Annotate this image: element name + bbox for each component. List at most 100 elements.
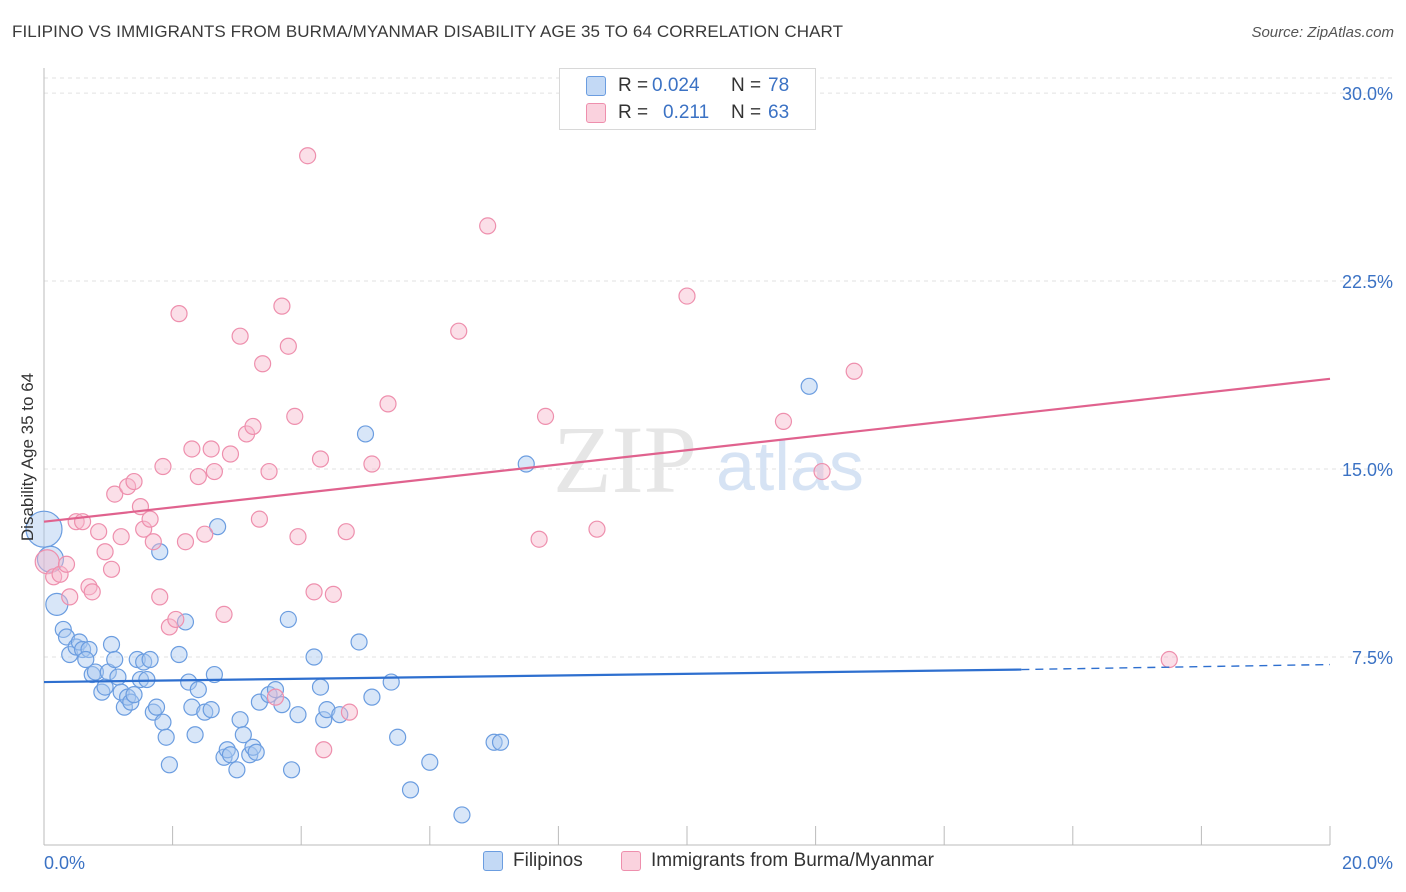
y-tick-label: 7.5% bbox=[1352, 648, 1393, 668]
filipino-point bbox=[189, 680, 207, 699]
axes bbox=[43, 68, 1331, 846]
burma-point bbox=[96, 543, 114, 561]
burma-trend-line bbox=[43, 377, 1331, 523]
filipino-point bbox=[315, 711, 333, 729]
n-label: N = bbox=[731, 75, 762, 96]
burma-point bbox=[205, 462, 223, 481]
burma-point bbox=[183, 440, 201, 458]
filipino-point bbox=[234, 726, 252, 744]
burma-point bbox=[1160, 650, 1178, 669]
filipino-point bbox=[318, 701, 336, 719]
filipino-point bbox=[279, 610, 297, 629]
filipino-point bbox=[305, 648, 323, 666]
filipino-point bbox=[151, 543, 169, 561]
burma-point bbox=[379, 395, 397, 413]
watermark-zip: ZIP bbox=[553, 406, 697, 513]
legend-label-filipinos: Filipinos bbox=[513, 850, 583, 871]
filipino-point bbox=[202, 701, 220, 719]
filipino-point bbox=[176, 613, 195, 631]
filipino-point bbox=[311, 678, 330, 696]
filipino-point bbox=[170, 645, 188, 664]
burma-point bbox=[254, 355, 272, 373]
x-tick-labels: 0.0% 20.0% bbox=[44, 853, 1393, 873]
filipino-point bbox=[218, 741, 236, 759]
filipino-point bbox=[73, 640, 92, 659]
x-tick-label: 0.0% bbox=[44, 853, 85, 873]
n-value: 63 bbox=[768, 102, 790, 123]
filipino-point bbox=[421, 753, 439, 771]
burma-point bbox=[221, 445, 240, 463]
burma-point bbox=[170, 305, 188, 323]
burma-point bbox=[112, 528, 130, 546]
burma-point bbox=[215, 605, 233, 624]
filipino-point bbox=[154, 713, 172, 731]
trend-lines bbox=[43, 377, 1331, 684]
y-axis-label: Disability Age 35 to 64 bbox=[18, 373, 37, 541]
filipino-point bbox=[491, 733, 510, 751]
n-value: 78 bbox=[768, 75, 790, 96]
burma-point bbox=[83, 583, 101, 601]
burma-point bbox=[167, 610, 185, 629]
filipino-point bbox=[183, 698, 201, 716]
burma-point bbox=[266, 688, 285, 706]
burma-point bbox=[189, 467, 207, 486]
filipino-point bbox=[109, 668, 127, 686]
r-label: R = bbox=[618, 75, 649, 96]
burma-point bbox=[774, 412, 793, 431]
legend-swatch-pink bbox=[586, 103, 606, 123]
correlation-legend: R = 0.024 N = 78 R = 0.211 N = 63 bbox=[559, 68, 816, 130]
burma-point bbox=[530, 530, 548, 548]
filipino-point bbox=[36, 545, 65, 573]
filipino-trend-extension bbox=[1021, 663, 1331, 671]
burma-point bbox=[845, 362, 863, 380]
filipino-point bbox=[131, 670, 150, 689]
filipino-point bbox=[389, 728, 407, 746]
legend-swatch-pink bbox=[621, 851, 641, 871]
legend-swatch-blue bbox=[586, 76, 606, 96]
grid-lines bbox=[44, 77, 1392, 658]
filipino-point bbox=[350, 633, 368, 651]
burma-point bbox=[363, 455, 381, 473]
watermark: ZIP atlas bbox=[553, 406, 864, 513]
legend-swatch-blue bbox=[483, 851, 503, 871]
filipino-point bbox=[453, 806, 471, 824]
filipino-point bbox=[157, 728, 175, 746]
burma-point bbox=[231, 327, 249, 345]
y-tick-labels: 7.5% 15.0% 22.5% 30.0% bbox=[1342, 84, 1393, 668]
filipino-point bbox=[401, 781, 420, 799]
burma-point bbox=[106, 485, 124, 503]
filipino-point bbox=[228, 761, 246, 779]
burma-point bbox=[260, 462, 278, 481]
filipino-point bbox=[209, 518, 227, 536]
burma-point bbox=[196, 525, 214, 543]
filipino-point bbox=[356, 425, 375, 443]
filipino-point bbox=[102, 635, 121, 654]
filipino-point bbox=[205, 665, 223, 684]
burma-point bbox=[102, 560, 121, 578]
burma-point bbox=[536, 407, 555, 425]
burma-point bbox=[144, 533, 162, 551]
burma-point bbox=[244, 417, 262, 436]
filipino-point bbox=[138, 670, 156, 689]
burma-point bbox=[90, 523, 108, 541]
burma-point bbox=[135, 520, 153, 538]
burma-point bbox=[57, 555, 76, 573]
burma-point bbox=[141, 510, 159, 528]
filipino-point bbox=[186, 726, 204, 744]
filipino-point bbox=[289, 706, 307, 724]
burma-point bbox=[289, 528, 307, 546]
burma-point bbox=[61, 588, 79, 606]
legend-label-burma: Immigrants from Burma/Myanmar bbox=[651, 850, 934, 871]
filipino-trend-line bbox=[43, 668, 1022, 684]
burma-point bbox=[311, 450, 330, 468]
watermark-atlas: atlas bbox=[716, 427, 864, 505]
y-tick-label: 30.0% bbox=[1342, 84, 1393, 104]
filipino-point bbox=[147, 698, 166, 716]
burma-point bbox=[305, 583, 323, 601]
series-legend: Filipinos Immigrants from Burma/Myanmar bbox=[0, 850, 1406, 880]
filipino-point bbox=[106, 650, 124, 669]
burma-point bbox=[479, 217, 497, 235]
burma-point bbox=[80, 578, 98, 596]
burma-point bbox=[202, 440, 220, 458]
burma-point bbox=[154, 457, 172, 476]
